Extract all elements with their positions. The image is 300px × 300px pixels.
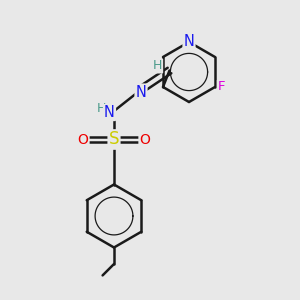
- Text: N: N: [104, 105, 115, 120]
- Text: N: N: [184, 34, 194, 50]
- Text: O: O: [140, 133, 150, 146]
- Text: N: N: [136, 85, 146, 100]
- Text: S: S: [109, 130, 119, 148]
- Text: F: F: [218, 80, 225, 94]
- Text: H: H: [153, 59, 162, 73]
- Text: H: H: [97, 101, 106, 115]
- Text: O: O: [78, 133, 88, 146]
